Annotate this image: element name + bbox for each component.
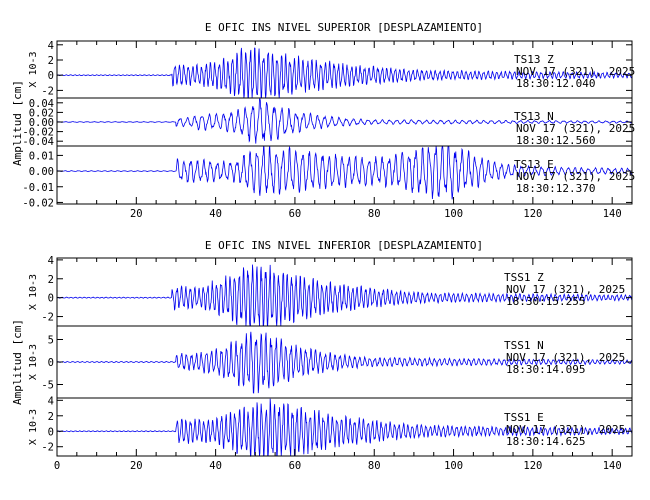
x-tick-label-1-1: 20 [130,460,143,472]
x-tick-label-0-6: 140 [603,208,622,220]
time-label-1-2: 18:30:14.625 [506,435,585,448]
trace-tss1-n [56,331,633,394]
x-tick-label-1-4: 80 [368,460,381,472]
trace-ts13-e [56,145,633,200]
time-label-0-2: 18:30:12.370 [516,182,595,195]
x-tick-label-1-0: 0 [54,460,60,472]
y-tick-label-0-2-3: -0.02 [22,197,54,209]
y-tick-label-1-0-2: 0 [48,293,54,305]
trace-ts13-n [56,97,633,144]
y-tick-label-1-1-2: -5 [41,380,54,392]
time-label-1-0: 18:30:15.255 [506,295,585,308]
x-tick-label-1-3: 60 [289,460,302,472]
y-tick-label-0-0-3: -2 [41,85,54,97]
time-label-0-0: 18:30:12.040 [516,77,595,90]
y-tick-label-0-2-0: 0.01 [29,150,54,162]
y-axis-label-upper: Amplitud [cm] [11,80,24,166]
panel-frame-1-2 [56,397,633,457]
y-tick-label-0-0-1: 2 [48,55,54,67]
y-tick-label-1-2-2: 0 [48,426,54,438]
y-tick-label-0-1-4: -0.04 [22,136,54,148]
y-tick-label-1-0-0: 4 [48,255,54,267]
trace-tss1-z [56,264,633,327]
y-tick-label-1-1-1: 0 [48,357,54,369]
y-tick-label-0-2-1: 0.00 [29,166,54,178]
y-tick-label-0-2-2: -0.01 [22,182,54,194]
chart-title-upper: E OFIC INS NIVEL SUPERIOR [DESPLAZAMIENT… [205,21,483,34]
y-tick-label-1-1-0: 5 [48,335,54,347]
y-tick-label-1-2-3: -2 [41,442,54,454]
date-label-1-2: NOV 17 (321), 2025 [506,423,625,436]
date-label-1-1: NOV 17 (321), 2025 [506,351,625,364]
x-tick-label-0-0: 20 [130,208,143,220]
date-label-0-2: NOV 17 (321), 2025 [516,170,635,183]
station-label-0-2: TS13 E [514,158,554,171]
x-tick-label-1-7: 140 [603,460,622,472]
station-label-1-1: TSS1 N [504,339,544,352]
y-tick-label-0-1-2: 0.00 [29,117,54,129]
y-tick-label-0-1-1: 0.02 [29,107,54,119]
y-tick-label-1-2-0: 4 [48,395,54,407]
scale-label-1-0: X 10-3 [28,274,39,310]
x-tick-label-0-5: 120 [523,208,542,220]
trace-tss1-e [57,398,633,458]
x-tick-label-1-2: 40 [209,460,222,472]
time-label-1-1: 18:30:14.095 [506,363,585,376]
x-tick-label-0-4: 100 [444,208,463,220]
y-tick-label-0-0-0: 4 [48,40,54,52]
y-tick-label-0-0-2: 0 [48,70,54,82]
y-tick-label-0-1-3: -0.02 [22,127,54,139]
x-tick-label-1-5: 100 [444,460,463,472]
x-tick-label-0-1: 40 [209,208,222,220]
x-tick-label-0-2: 60 [289,208,302,220]
date-label-0-1: NOV 17 (321), 2025 [516,122,635,135]
scale-label-1-1: X 10-3 [28,344,39,380]
station-label-0-0: TS13 Z [514,53,554,66]
panel-frame-0-2 [56,145,633,205]
y-axis-label-lower: Amplitud [cm] [11,319,24,405]
station-label-1-2: TSS1 E [504,411,544,424]
trace-ts13-z [56,47,633,99]
y-tick-label-1-0-1: 2 [48,274,54,286]
y-tick-label-1-2-1: 2 [48,411,54,423]
scale-label-0-0: X 10-3 [28,51,39,87]
station-label-0-1: TS13 N [514,110,554,123]
x-tick-label-1-6: 120 [523,460,542,472]
station-label-1-0: TSS1 Z [504,271,544,284]
y-tick-label-1-0-3: -2 [41,312,54,324]
y-tick-label-0-1-0: 0.04 [29,98,54,110]
time-label-0-1: 18:30:12.560 [516,134,595,147]
scale-label-1-2: X 10-3 [28,409,39,445]
x-tick-label-0-3: 80 [368,208,381,220]
date-label-1-0: NOV 17 (321), 2025 [506,283,625,296]
chart-title-lower: E OFIC INS NIVEL INFERIOR [DESPLAZAMIENT… [205,239,483,252]
date-label-0-0: NOV 17 (321), 2025 [516,65,635,78]
